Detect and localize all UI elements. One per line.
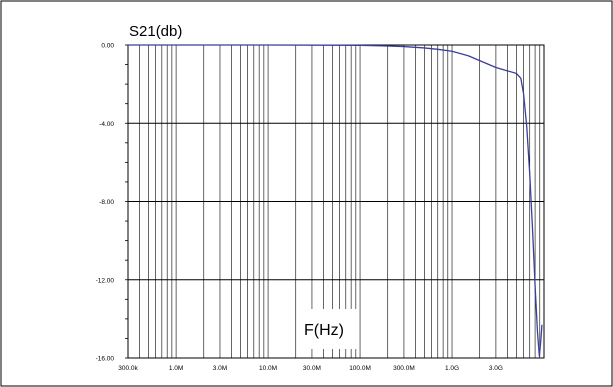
x-tick-label: 1.0G xyxy=(445,365,459,372)
y-tick-label: 0.00 xyxy=(101,43,114,50)
y-tick-labels: 0.00 -4.00 -8.00 -12.00 -16.00 xyxy=(96,43,115,363)
x-axis-label-box: F(Hz) xyxy=(297,309,359,349)
y-axis-label: S21(db) xyxy=(129,23,182,40)
x-tick-label: 300.0k xyxy=(118,365,138,372)
x-tick-label: 1.0M xyxy=(169,365,183,372)
y-tick-label: -16.00 xyxy=(96,356,115,363)
x-tick-label: 10.0M xyxy=(259,365,277,372)
x-tick-label: 3.0M xyxy=(213,365,227,372)
y-tick-label: -8.00 xyxy=(99,199,114,206)
series-layer xyxy=(128,44,543,357)
y-minor-ticks xyxy=(125,44,128,359)
y-tick-label: -4.00 xyxy=(99,121,114,128)
x-axis-label: F(Hz) xyxy=(304,322,344,339)
x-tick-labels: 300.0k 1.0M 3.0M 10.0M 30.0M 100.0M 300.0M 1.0G… xyxy=(118,365,503,372)
x-tick-label: 30.0M xyxy=(303,365,321,372)
series-line xyxy=(128,44,543,357)
x-tick-label: 3.0G xyxy=(489,365,503,372)
y-tick-label: -12.00 xyxy=(96,277,115,284)
x-tick-label: 100.0M xyxy=(349,365,371,372)
x-tick-label: 300.0M xyxy=(393,365,415,372)
